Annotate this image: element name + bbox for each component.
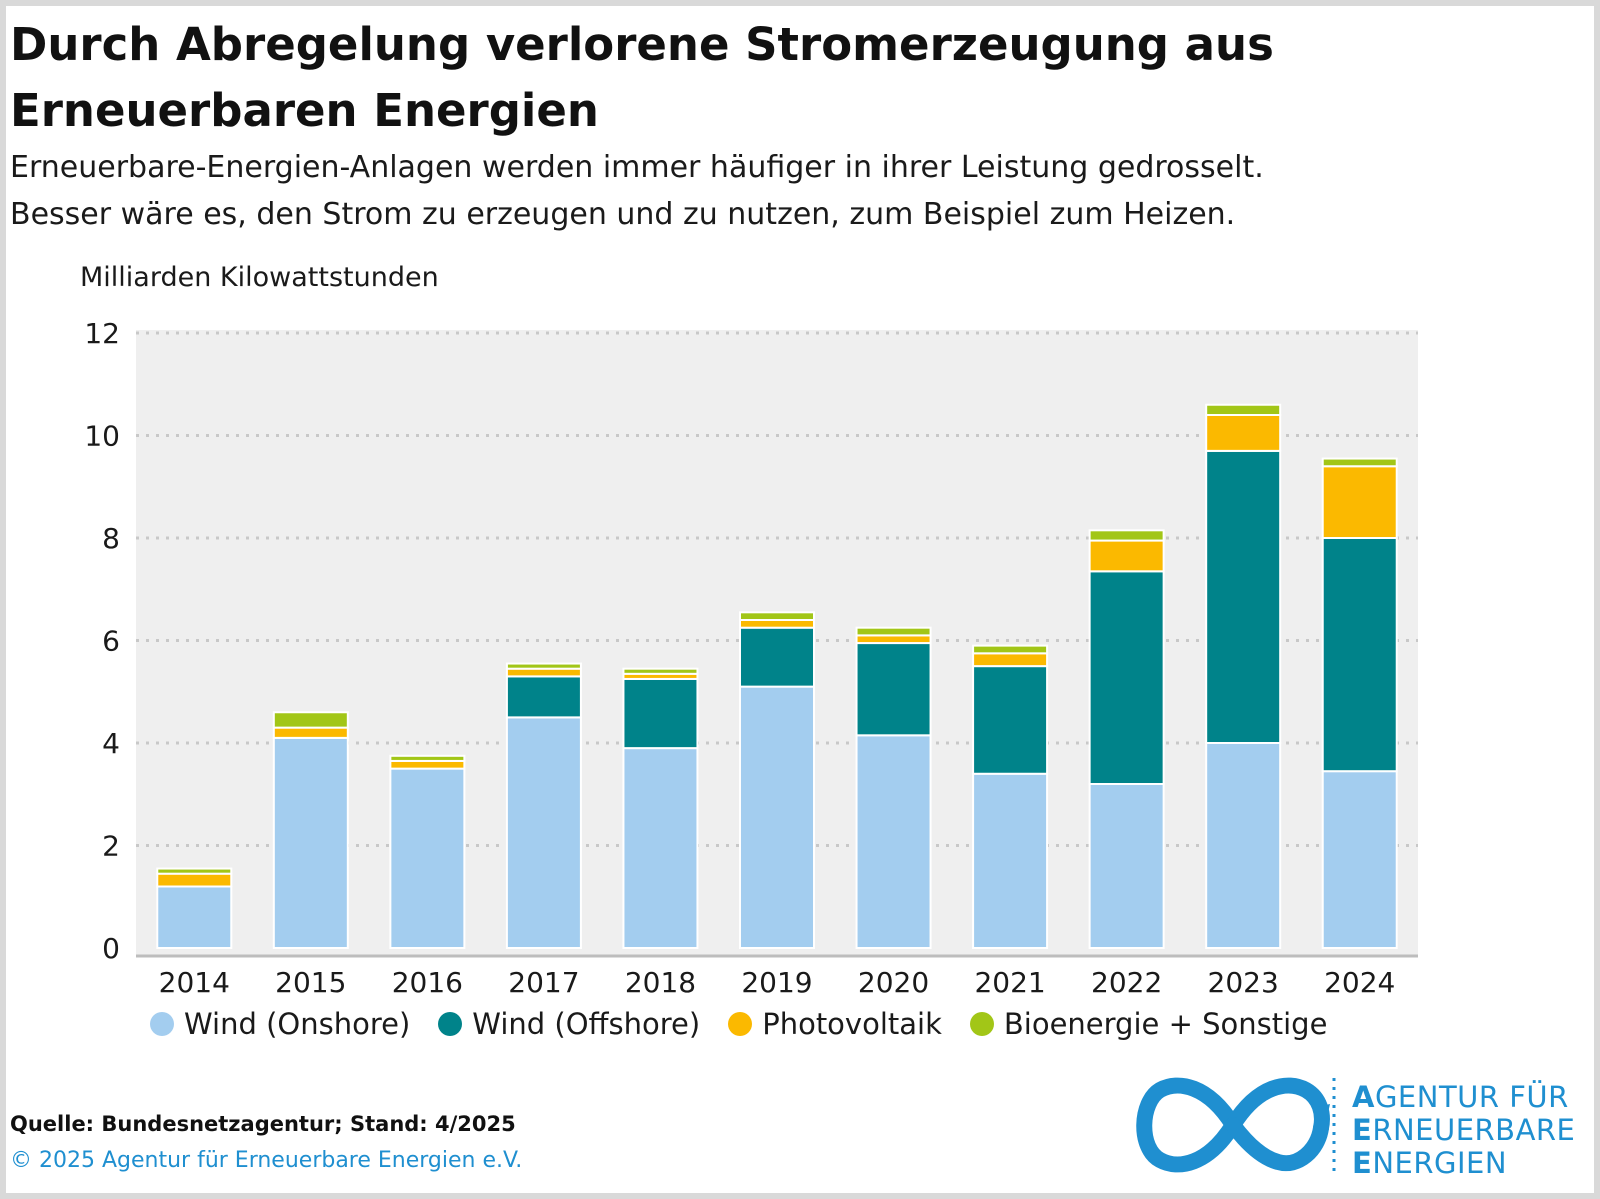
legend-item: Wind (Offshore): [438, 1007, 700, 1041]
x-tick-label: 2016: [392, 966, 463, 999]
y-tick-label: 0: [102, 932, 120, 965]
bar-2024-series-2: [1321, 465, 1398, 539]
logo-line-1: AGENTUR FÜR: [1352, 1080, 1569, 1114]
y-tick-label: 12: [84, 317, 120, 350]
bar-2020-series-3: [855, 626, 932, 637]
x-tick-label: 2014: [159, 966, 230, 999]
x-tick-label: 2022: [1091, 966, 1162, 999]
y-tick-label: 8: [102, 522, 120, 555]
bar-2018-series-3: [622, 667, 699, 675]
infinity-logo-icon: [1136, 1077, 1336, 1174]
chart-subtitle: Erneuerbare-Energien-Anlagen werden imme…: [10, 144, 1570, 238]
bars: [156, 403, 1398, 949]
legend-label: Wind (Offshore): [472, 1007, 701, 1041]
bar-2024-series-1: [1321, 537, 1398, 773]
x-tick-label: 2017: [508, 966, 579, 999]
bar-2020-series-1: [855, 642, 932, 737]
x-tick-label: 2020: [858, 966, 929, 999]
legend: Wind (Onshore) Wind (Offshore) Photovoltai…: [150, 1007, 1355, 1041]
x-tick-label: 2018: [625, 966, 696, 999]
legend-label: Bioenergie + Sonstige: [1003, 1007, 1328, 1041]
bar-2022-series-2: [1088, 539, 1165, 573]
bar-2021-series-2: [972, 652, 1049, 668]
bar-2019-series-2: [739, 619, 815, 629]
bar-2017-series-1: [505, 675, 582, 719]
legend-item: Wind (Onshore): [150, 1007, 410, 1041]
logo-wordmark: AGENTUR FÜR ERNEUERBARE ENERGIEN: [1352, 1081, 1575, 1180]
bar-2015-series-0: [272, 736, 349, 949]
bar-2024-series-0: [1321, 770, 1398, 949]
bar-2016-series-0: [389, 767, 466, 949]
bar-2014-series-2: [156, 872, 233, 888]
bar-2016-series-2: [389, 759, 466, 770]
bar-2017-series-2: [505, 667, 582, 678]
bar-2016-series-3: [389, 754, 466, 762]
bar-2014-series-3: [156, 867, 233, 875]
bar-2020-series-0: [855, 734, 932, 949]
subtitle-line-1: Erneuerbare-Energien-Anlagen werden imme…: [10, 150, 1264, 185]
legend-label: Wind (Onshore): [184, 1007, 411, 1041]
bar-2020-series-2: [855, 634, 932, 645]
bar-2023-series-0: [1205, 742, 1282, 949]
y-tick-label: 2: [102, 830, 120, 863]
legend-swatch: [150, 1012, 174, 1036]
legend-item: Photovoltaik: [728, 1007, 942, 1041]
legend-swatch: [438, 1012, 463, 1036]
y-tick-labels: 0 2 4 6 8 10 12: [84, 317, 120, 965]
bar-2021-series-1: [972, 665, 1049, 775]
bar-2023-series-3: [1205, 403, 1282, 416]
legend-swatch: [728, 1012, 753, 1036]
bar-2017-series-3: [505, 662, 582, 670]
bar-2022-series-3: [1088, 529, 1165, 542]
bar-2019-series-1: [739, 626, 815, 688]
bar-2018-series-0: [622, 747, 699, 949]
subtitle-line-2: Besser wäre es, den Strom zu erzeugen un…: [10, 197, 1236, 232]
bar-2021-series-0: [972, 772, 1049, 949]
bar-2017-series-0: [505, 716, 582, 949]
source-note: Quelle: Bundesnetzagentur; Stand: 4/2025: [10, 1112, 516, 1136]
bar-2024-series-3: [1321, 457, 1398, 468]
legend-swatch: [969, 1012, 994, 1036]
bar-2019-series-3: [739, 611, 815, 621]
x-tick-label: 2015: [275, 966, 346, 999]
bar-2018-series-1: [622, 677, 699, 750]
bar-2022-series-1: [1088, 570, 1165, 785]
chart-title: Durch Abregelung verlorene Stromerzeugun…: [10, 18, 1274, 137]
y-tick-label: 6: [102, 625, 120, 658]
legend-item: Bioenergie + Sonstige: [969, 1007, 1328, 1041]
bar-2014-series-0: [156, 885, 233, 949]
x-tick-label: 2024: [1324, 966, 1395, 999]
copyright-note: © 2025 Agentur für Erneuerbare Energien …: [10, 1148, 523, 1173]
bar-2019-series-0: [739, 685, 815, 949]
bar-2015-series-2: [272, 726, 349, 739]
x-tick-label: 2021: [974, 966, 1045, 999]
x-tick-label: 2023: [1208, 966, 1279, 999]
bar-2022-series-0: [1088, 783, 1165, 949]
legend-label: Photovoltaik: [762, 1007, 942, 1041]
logo-line-3: ENERGIEN: [1352, 1146, 1508, 1180]
bar-2021-series-3: [972, 644, 1049, 655]
x-tick-labels: 2014 2015 2016 2017 2018 2019 2020 2021 2022 2023…: [159, 966, 1396, 999]
y-axis-unit-label: Milliarden Kilowattstunden: [80, 262, 439, 293]
logo-line-2: ERNEUERBARE: [1352, 1113, 1576, 1147]
bar-2023-series-1: [1205, 449, 1282, 744]
y-tick-label: 10: [84, 420, 120, 453]
bar-2015-series-3: [272, 711, 349, 729]
x-tick-label: 2019: [741, 966, 812, 999]
bar-2023-series-2: [1205, 414, 1282, 452]
y-tick-label: 4: [102, 727, 120, 760]
